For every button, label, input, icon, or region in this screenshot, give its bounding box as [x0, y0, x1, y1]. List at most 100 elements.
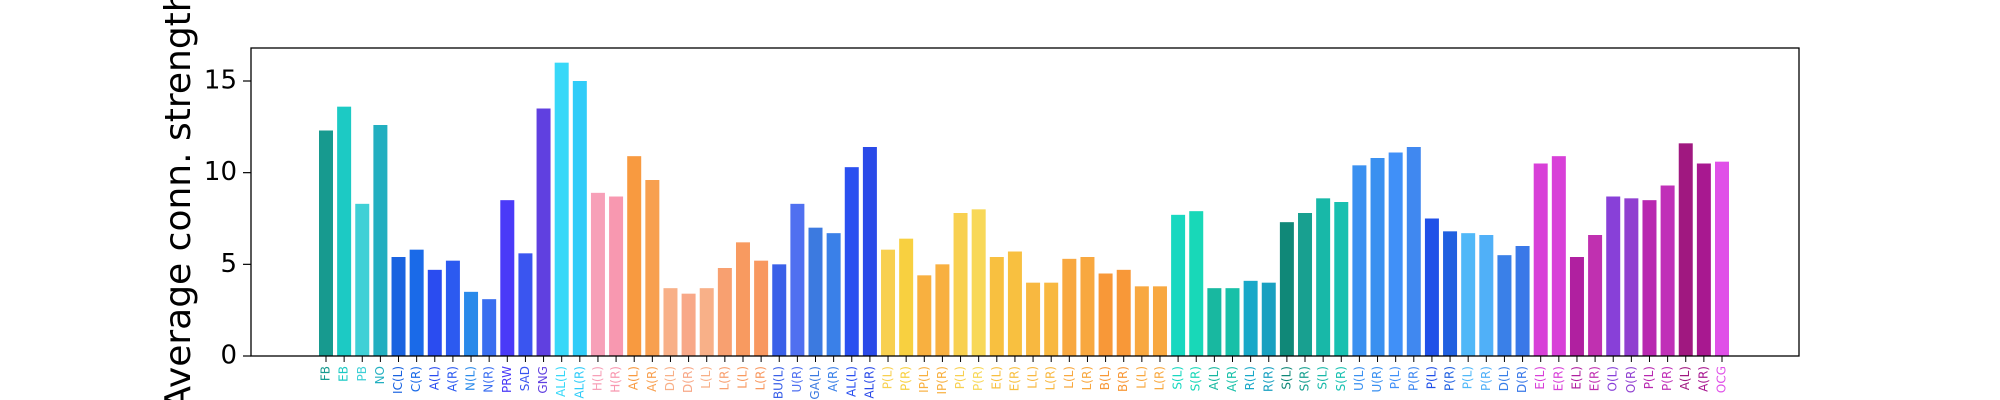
x-tick-label: P(L)	[953, 366, 967, 389]
bar	[717, 268, 732, 356]
x-tick-label: AL(L)	[844, 366, 858, 397]
bar	[735, 242, 750, 356]
x-tick-label: U(L)	[1352, 366, 1366, 391]
bar	[500, 200, 515, 356]
bar	[1624, 198, 1639, 356]
y-axis-label: Average conn. strength	[158, 0, 199, 400]
x-tick-label: D(R)	[681, 366, 695, 393]
bar	[1225, 288, 1240, 356]
bar	[1026, 282, 1041, 356]
x-tick-label: A(R)	[1225, 366, 1239, 392]
bar	[790, 203, 805, 356]
x-tick-label: C(R)	[409, 366, 423, 392]
x-tick-label: L(R)	[1080, 366, 1094, 390]
bar	[881, 249, 896, 356]
x-tick-label: A(L)	[1678, 366, 1692, 390]
x-tick-label: E(R)	[1551, 366, 1565, 391]
bar	[645, 180, 660, 356]
x-tick-label: H(L)	[590, 366, 604, 391]
bar	[1406, 147, 1421, 356]
bar	[989, 257, 1004, 356]
x-tick-label: OCG	[1715, 366, 1729, 393]
bar	[1388, 152, 1403, 356]
x-tick-label: H(R)	[609, 366, 623, 393]
x-tick-label: P(R)	[971, 366, 985, 391]
bar	[554, 62, 569, 357]
x-tick-label: S(L)	[1279, 366, 1293, 390]
bar	[1243, 280, 1258, 356]
bar	[1316, 198, 1331, 356]
bar	[1080, 257, 1095, 356]
x-tick-label: L(R)	[1152, 366, 1166, 390]
bar	[826, 233, 841, 356]
x-tick-label: R(R)	[1261, 366, 1275, 392]
x-tick-label: EB	[337, 366, 351, 382]
x-tick-label: E(L)	[1569, 366, 1583, 390]
x-tick-label: S(L)	[1316, 366, 1330, 390]
bar	[1334, 202, 1349, 356]
x-tick-label: N(L)	[464, 366, 478, 391]
x-tick-label: L(L)	[1134, 366, 1148, 389]
x-tick-label: P(R)	[1479, 366, 1493, 391]
bar	[1098, 273, 1113, 356]
x-tick-label: SAD	[518, 366, 532, 391]
bar	[391, 257, 406, 356]
bar	[355, 203, 370, 356]
bar	[917, 275, 932, 356]
bar	[1588, 235, 1603, 356]
x-tick-label: D(L)	[1497, 366, 1511, 391]
bar	[1424, 218, 1439, 356]
bar	[1189, 211, 1204, 356]
bar	[899, 238, 914, 356]
x-tick-label: IP(L)	[917, 366, 931, 393]
bar	[1678, 143, 1693, 356]
bar	[1261, 282, 1276, 356]
x-tick-label: E(L)	[1533, 366, 1547, 390]
x-tick-label: P(L)	[1642, 366, 1656, 389]
bar	[445, 260, 460, 356]
bar	[337, 106, 352, 357]
x-tick-label: U(R)	[790, 366, 804, 392]
bar	[1606, 196, 1621, 356]
bar	[681, 293, 696, 356]
bar	[971, 209, 986, 356]
y-tick-label: 0	[220, 341, 237, 371]
bar	[1298, 213, 1313, 356]
bar	[1370, 158, 1385, 356]
bar	[1007, 251, 1022, 356]
bar	[572, 81, 587, 356]
x-tick-label: O(R)	[1624, 366, 1638, 393]
x-tick-label: L(L)	[699, 366, 713, 389]
x-tick-label: A(R)	[1696, 366, 1710, 392]
x-tick-label: U(R)	[1370, 366, 1384, 392]
bar	[953, 213, 968, 356]
bar	[1116, 269, 1131, 356]
x-tick-label: L(L)	[735, 366, 749, 389]
bar	[862, 147, 877, 356]
x-tick-label: P(L)	[1424, 366, 1438, 389]
x-tick-label: A(R)	[826, 366, 840, 392]
bar	[319, 130, 333, 356]
x-tick-label: L(L)	[1026, 366, 1040, 389]
x-tick-label: BU(L)	[772, 366, 786, 399]
x-tick-label: B(L)	[1098, 366, 1112, 390]
x-tick-label: P(L)	[881, 366, 895, 389]
bar	[808, 227, 823, 356]
bar	[1533, 163, 1548, 356]
bar	[1660, 185, 1675, 356]
plot-frame	[250, 47, 1800, 357]
bar	[935, 264, 950, 356]
bar	[409, 249, 424, 356]
bar	[1479, 235, 1494, 356]
bar	[1062, 258, 1077, 356]
bar	[482, 299, 497, 356]
x-tick-label: E(L)	[989, 366, 1003, 390]
bar	[1044, 282, 1059, 356]
bar	[699, 288, 714, 356]
x-tick-label: A(L)	[427, 366, 441, 390]
x-tick-label: A(L)	[627, 366, 641, 390]
y-tick-label: 10	[204, 157, 237, 187]
x-tick-label: A(L)	[1207, 366, 1221, 390]
bar	[373, 125, 388, 356]
